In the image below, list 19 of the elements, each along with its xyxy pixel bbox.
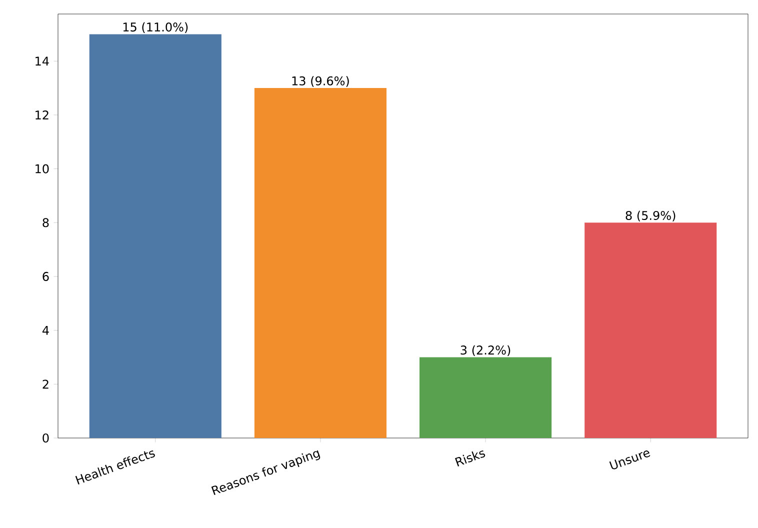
y-tick-label: 14 — [36, 56, 49, 66]
data-label: 15 (11.0%) — [123, 22, 188, 33]
bar — [89, 34, 222, 438]
y-tick-label: 2 — [42, 380, 48, 389]
x-tick-label: Risks — [455, 450, 486, 466]
y-tick-label: 6 — [42, 272, 49, 282]
y-tick-label: 12 — [36, 110, 48, 120]
y-tick-label: 0 — [42, 433, 49, 443]
data-label: 13 (9.6%) — [292, 76, 349, 87]
x-tick-label: Health effects — [75, 450, 155, 484]
x-tick-label: Unsure — [609, 450, 650, 470]
bar — [584, 222, 717, 438]
y-tick-label: 4 — [42, 326, 49, 335]
y-tick-label: 10 — [36, 164, 49, 174]
bar — [420, 357, 552, 438]
data-label: 3 (2.2%) — [460, 345, 510, 356]
data-label: 8 (5.9%) — [626, 210, 676, 222]
y-tick-label: 8 — [42, 218, 49, 228]
bar — [254, 88, 386, 438]
